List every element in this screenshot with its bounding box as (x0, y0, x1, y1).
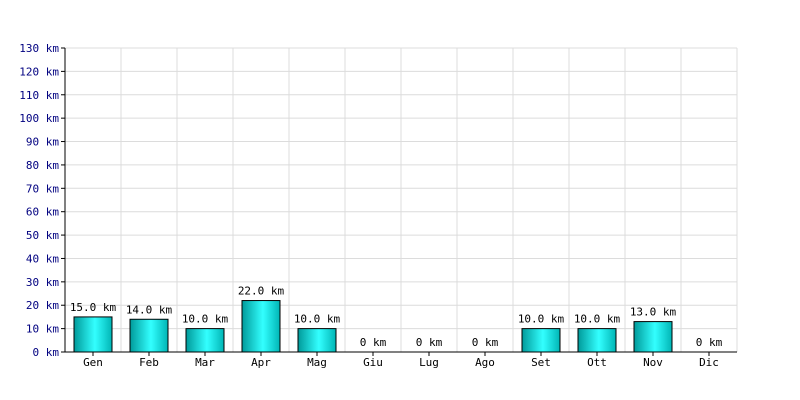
x-tick-label-giu: Giu (363, 356, 383, 369)
x-tick-label-ago: Ago (475, 356, 495, 369)
x-tick-label-nov: Nov (643, 356, 663, 369)
axes (61, 47, 737, 356)
data-label-giu: 0 km (360, 336, 387, 349)
bar-mag (297, 328, 337, 353)
y-tick-label: 60 km (26, 206, 59, 219)
bar-set (521, 328, 561, 353)
x-tick-label-gen: Gen (83, 356, 103, 369)
bar-apr (241, 300, 281, 353)
y-tick-label: 40 km (26, 252, 59, 265)
x-tick-label-ott: Ott (587, 356, 607, 369)
data-label-feb: 14.0 km (126, 303, 173, 316)
x-tick-label-dic: Dic (699, 356, 719, 369)
x-tick-label-lug: Lug (419, 356, 439, 369)
data-label-nov: 13.0 km (630, 306, 677, 319)
y-tick-label: 10 km (26, 323, 59, 336)
y-tick-label: 80 km (26, 159, 59, 172)
y-tick-label: 130 km (19, 42, 59, 55)
x-tick-label-apr: Apr (251, 356, 271, 369)
bar-feb (129, 318, 169, 353)
data-label-dic: 0 km (696, 336, 723, 349)
y-tick-label: 120 km (19, 65, 59, 78)
bar-gen (73, 316, 113, 353)
y-tick-label: 30 km (26, 276, 59, 289)
x-tick-label-mag: Mag (307, 356, 327, 369)
x-tick-label-feb: Feb (139, 356, 159, 369)
data-label-gen: 15.0 km (70, 301, 117, 314)
data-label-ago: 0 km (472, 336, 499, 349)
data-label-mag: 10.0 km (294, 313, 341, 326)
bar-ott (577, 328, 617, 353)
bar-mar (185, 328, 225, 353)
y-tick-label: 110 km (19, 89, 59, 102)
data-label-mar: 10.0 km (182, 313, 229, 326)
x-tick-label-mar: Mar (195, 356, 215, 369)
data-label-lug: 0 km (416, 336, 443, 349)
y-tick-label: 0 km (33, 346, 60, 359)
data-label-set: 10.0 km (518, 313, 565, 326)
data-label-ott: 10.0 km (574, 313, 621, 326)
bar-nov (633, 321, 673, 353)
y-tick-label: 20 km (26, 299, 59, 312)
y-tick-label: 70 km (26, 182, 59, 195)
x-tick-label-set: Set (531, 356, 551, 369)
bars (73, 300, 673, 353)
y-tick-label: 50 km (26, 229, 59, 242)
data-label-apr: 22.0 km (238, 285, 285, 298)
labels: 0 km 10 km 20 km 30 km 40 km 50 km 60 km 70 km 8… (19, 42, 722, 369)
grid (65, 47, 738, 353)
y-tick-label: 90 km (26, 136, 59, 149)
y-tick-label: 100 km (19, 112, 59, 125)
